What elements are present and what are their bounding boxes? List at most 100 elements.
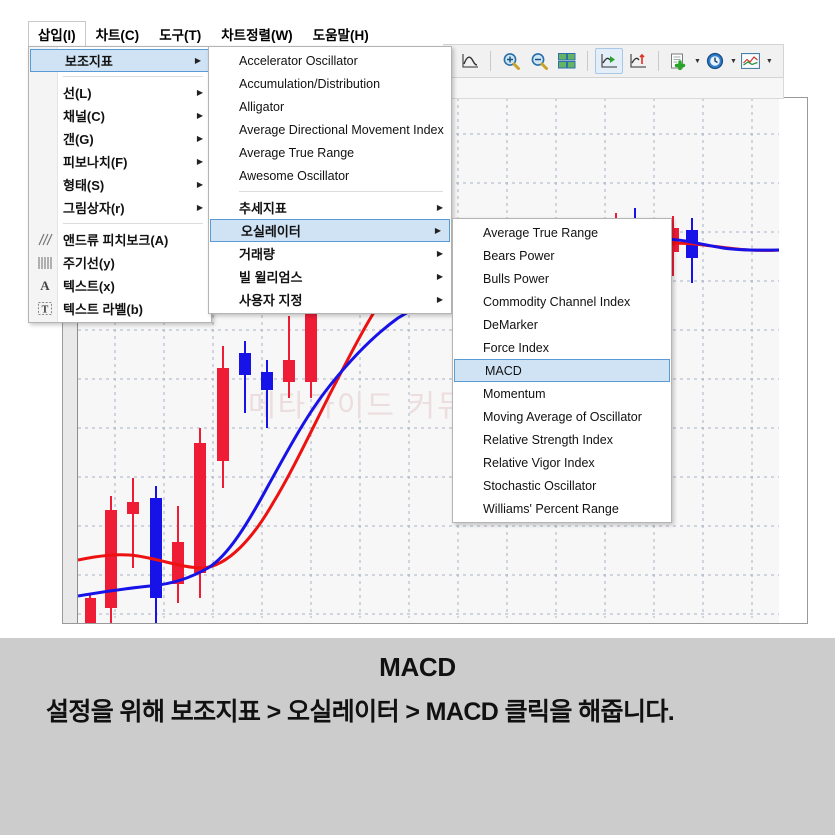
menu-bar[interactable]: 삽입(I) 차트(C) 도구(T) 차트정렬(W) 도움말(H)	[28, 21, 379, 47]
menu-item-label: MACD	[485, 363, 522, 378]
menu-item-lines[interactable]: 선(L) ▶	[29, 81, 211, 104]
chevron-right-icon: ▶	[436, 202, 443, 212]
menu-item-label: 채널(C)	[63, 109, 105, 124]
menu-item-bears-power[interactable]: Bears Power	[453, 244, 671, 267]
menu-icon-rail	[29, 47, 58, 322]
pitchfork-icon	[35, 231, 55, 249]
menu-item-relative-vigor-index[interactable]: Relative Vigor Index	[453, 451, 671, 474]
chevron-right-icon: ▶	[434, 225, 441, 235]
menu-item-text[interactable]: A 텍스트(x)	[29, 274, 211, 297]
text-a-icon: A	[40, 277, 50, 293]
menu-item-label: 피보나치(F)	[63, 155, 128, 170]
menu-item-accumulation-distribution[interactable]: Accumulation/Distribution	[209, 72, 451, 95]
menu-item-label: Bulls Power	[483, 271, 549, 286]
menu-item-label: 거래량	[239, 247, 275, 262]
menubar-item-tools[interactable]: 도구(T)	[159, 28, 202, 43]
menu-item-label: Alligator	[239, 99, 285, 114]
menu-item-average-true-range[interactable]: Average True Range	[453, 221, 671, 244]
chevron-right-icon: ▶	[196, 202, 203, 212]
menu-item-relative-strength-index[interactable]: Relative Strength Index	[453, 428, 671, 451]
menu-item-label: 추세지표	[239, 201, 287, 216]
tile-windows-icon[interactable]	[554, 49, 580, 73]
menu-item-label: Williams' Percent Range	[483, 501, 619, 516]
menu-item-label: 갠(G)	[63, 132, 94, 147]
menu-item-accelerator-oscillator[interactable]: Accelerator Oscillator	[209, 49, 451, 72]
cycle-lines-icon	[35, 254, 55, 272]
menu-item-text-label[interactable]: T 텍스트 라벨(b)	[29, 297, 211, 320]
menu-item-indicators[interactable]: 보조지표 ▶	[30, 49, 210, 72]
menu-item-momentum[interactable]: Momentum	[453, 382, 671, 405]
menu-item-volumes[interactable]: 거래량 ▶	[209, 242, 451, 265]
menu-item-channels[interactable]: 채널(C) ▶	[29, 104, 211, 127]
menu-item-awesome-oscillator[interactable]: Awesome Oscillator	[209, 164, 451, 187]
menu-item-macd[interactable]: MACD	[454, 359, 670, 382]
menu-item-label: 그림상자(r)	[63, 201, 125, 216]
menu-item-bill-williams[interactable]: 빌 윌리엄스 ▶	[209, 265, 451, 288]
zoom-out-icon[interactable]	[526, 49, 552, 73]
chevron-down-icon[interactable]: ▼	[729, 57, 737, 65]
menu-item-shapes[interactable]: 형태(S) ▶	[29, 173, 211, 196]
text-label-icon: T	[35, 300, 55, 318]
menubar-item-help[interactable]: 도움말(H)	[312, 28, 369, 43]
menu-item-label: Average True Range	[483, 225, 599, 240]
chevron-right-icon: ▶	[196, 110, 203, 120]
menu-item-custom[interactable]: 사용자 지정 ▶	[209, 288, 451, 311]
menu-item-gann[interactable]: 갠(G) ▶	[29, 127, 211, 150]
caption-body: 설정을 위해 보조지표 > 오실레이터 > MACD 클릭을 해줍니다.	[46, 698, 675, 726]
menu-item-alligator[interactable]: Alligator	[209, 95, 451, 118]
toolbar-divider	[658, 51, 659, 71]
menu-item-average-directional-movement-index[interactable]: Average Directional Movement Index	[209, 118, 451, 141]
svg-text:T: T	[42, 305, 49, 316]
menu-item-average-true-range[interactable]: Average True Range	[209, 141, 451, 164]
menu-item-demarker[interactable]: DeMarker	[453, 313, 671, 336]
caption-title: MACD	[379, 652, 456, 682]
menu-item-andrews-pitchfork[interactable]: 앤드류 피치보크(A)	[29, 228, 211, 251]
toolbar-divider	[587, 51, 588, 71]
caption-panel: MACD 설정을 위해 보조지표 > 오실레이터 > MACD 클릭을 해줍니다…	[0, 638, 835, 835]
crosshair-chart-icon[interactable]	[457, 49, 483, 73]
timeframe-clock-icon[interactable]	[702, 49, 728, 73]
templates-icon[interactable]	[738, 49, 764, 73]
menu-item-arrows[interactable]: 그림상자(r) ▶	[29, 196, 211, 219]
chevron-right-icon: ▶	[436, 294, 443, 304]
chevron-right-icon: ▶	[196, 179, 203, 189]
menu-item-fibonacci[interactable]: 피보나치(F) ▶	[29, 150, 211, 173]
menu-item-bulls-power[interactable]: Bulls Power	[453, 267, 671, 290]
indicators-submenu[interactable]: Accelerator Oscillator Accumulation/Dist…	[208, 46, 452, 314]
zoom-in-icon[interactable]	[498, 49, 524, 73]
menu-item-label: Stochastic Oscillator	[483, 478, 597, 493]
menu-item-label: 형태(S)	[63, 178, 105, 193]
menu-item-label: Force Index	[483, 340, 550, 355]
chevron-right-icon: ▶	[196, 133, 203, 143]
menubar-item-insert[interactable]: 삽입(I)	[28, 21, 86, 47]
menu-item-commodity-channel-index[interactable]: Commodity Channel Index	[453, 290, 671, 313]
menu-item-force-index[interactable]: Force Index	[453, 336, 671, 359]
chevron-down-icon[interactable]: ▼	[694, 57, 701, 65]
menu-item-moving-average-of-oscillator[interactable]: Moving Average of Oscillator	[453, 405, 671, 428]
chevron-down-icon[interactable]: ▼	[765, 57, 773, 65]
menu-item-label: 선(L)	[63, 86, 92, 101]
menu-item-trend[interactable]: 추세지표 ▶	[209, 196, 451, 219]
menu-item-label: 텍스트(x)	[63, 279, 115, 294]
menu-item-label: Accumulation/Distribution	[239, 76, 381, 91]
menu-item-label: Momentum	[483, 386, 546, 401]
menubar-item-chart[interactable]: 차트(C)	[95, 28, 140, 43]
menu-item-label: Average Directional Movement Index	[239, 122, 444, 137]
oscillators-submenu[interactable]: Average True Range Bears Power Bulls Pow…	[452, 218, 672, 523]
menu-item-cycle-lines[interactable]: 주기선(y)	[29, 251, 211, 274]
menu-item-oscillators[interactable]: 오실레이터 ▶	[210, 219, 450, 242]
menubar-item-window[interactable]: 차트정렬(W)	[221, 28, 293, 43]
scroll-chart-end-icon[interactable]	[595, 48, 623, 74]
menu-item-williams-percent-range[interactable]: Williams' Percent Range	[453, 497, 671, 520]
menu-item-label: Moving Average of Oscillator	[483, 409, 642, 424]
chevron-right-icon: ▶	[196, 87, 203, 97]
menu-item-label: Accelerator Oscillator	[239, 53, 358, 68]
menu-item-label: 보조지표	[65, 54, 113, 69]
insert-dropdown-menu[interactable]: 보조지표 ▶ 선(L) ▶ 채널(C) ▶ 갠(G) ▶ 피보나치(F) ▶ 형…	[28, 46, 212, 323]
chart-toolbar[interactable]: ▼ ▼ ▼	[443, 44, 784, 78]
menu-item-label: Relative Strength Index	[483, 432, 613, 447]
new-indicator-icon[interactable]	[666, 49, 692, 73]
menu-item-stochastic-oscillator[interactable]: Stochastic Oscillator	[453, 474, 671, 497]
menu-item-label: Average True Range	[239, 145, 355, 160]
chart-shift-icon[interactable]	[625, 49, 651, 73]
